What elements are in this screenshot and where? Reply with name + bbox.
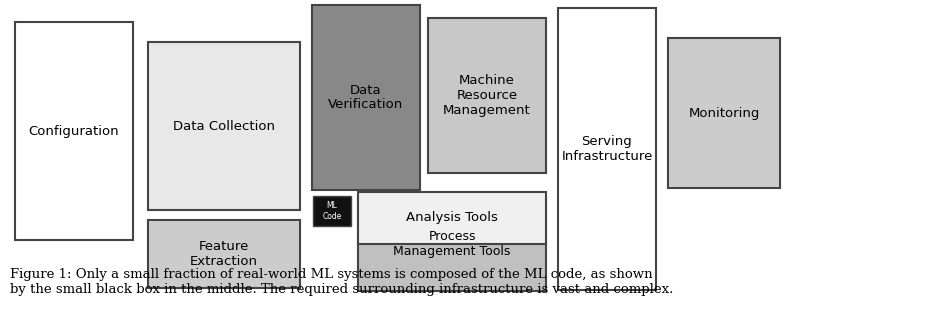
Text: Figure 1: Only a small fraction of real-world ML systems is composed of the ML c: Figure 1: Only a small fraction of real-… (10, 268, 674, 296)
Bar (428, 18, 546, 173)
Bar (148, 42, 300, 210)
Text: ML
Code: ML Code (322, 201, 342, 221)
Text: Data
Verification: Data Verification (328, 83, 404, 111)
Bar (358, 192, 546, 244)
Text: Feature
Extraction: Feature Extraction (190, 240, 258, 268)
Text: Monitoring: Monitoring (689, 107, 760, 120)
Bar (312, 5, 420, 190)
Bar (148, 220, 300, 288)
Bar (668, 38, 780, 188)
Bar (558, 8, 656, 290)
Text: Serving
Infrastructure: Serving Infrastructure (561, 135, 652, 163)
Bar (313, 196, 351, 226)
Text: Data Collection: Data Collection (173, 120, 275, 132)
Text: Analysis Tools: Analysis Tools (406, 212, 498, 225)
Bar (15, 22, 133, 240)
Text: Process
Management Tools: Process Management Tools (393, 230, 511, 258)
Text: Configuration: Configuration (29, 125, 119, 138)
Bar (358, 197, 546, 291)
Text: Machine
Resource
Management: Machine Resource Management (443, 74, 531, 117)
